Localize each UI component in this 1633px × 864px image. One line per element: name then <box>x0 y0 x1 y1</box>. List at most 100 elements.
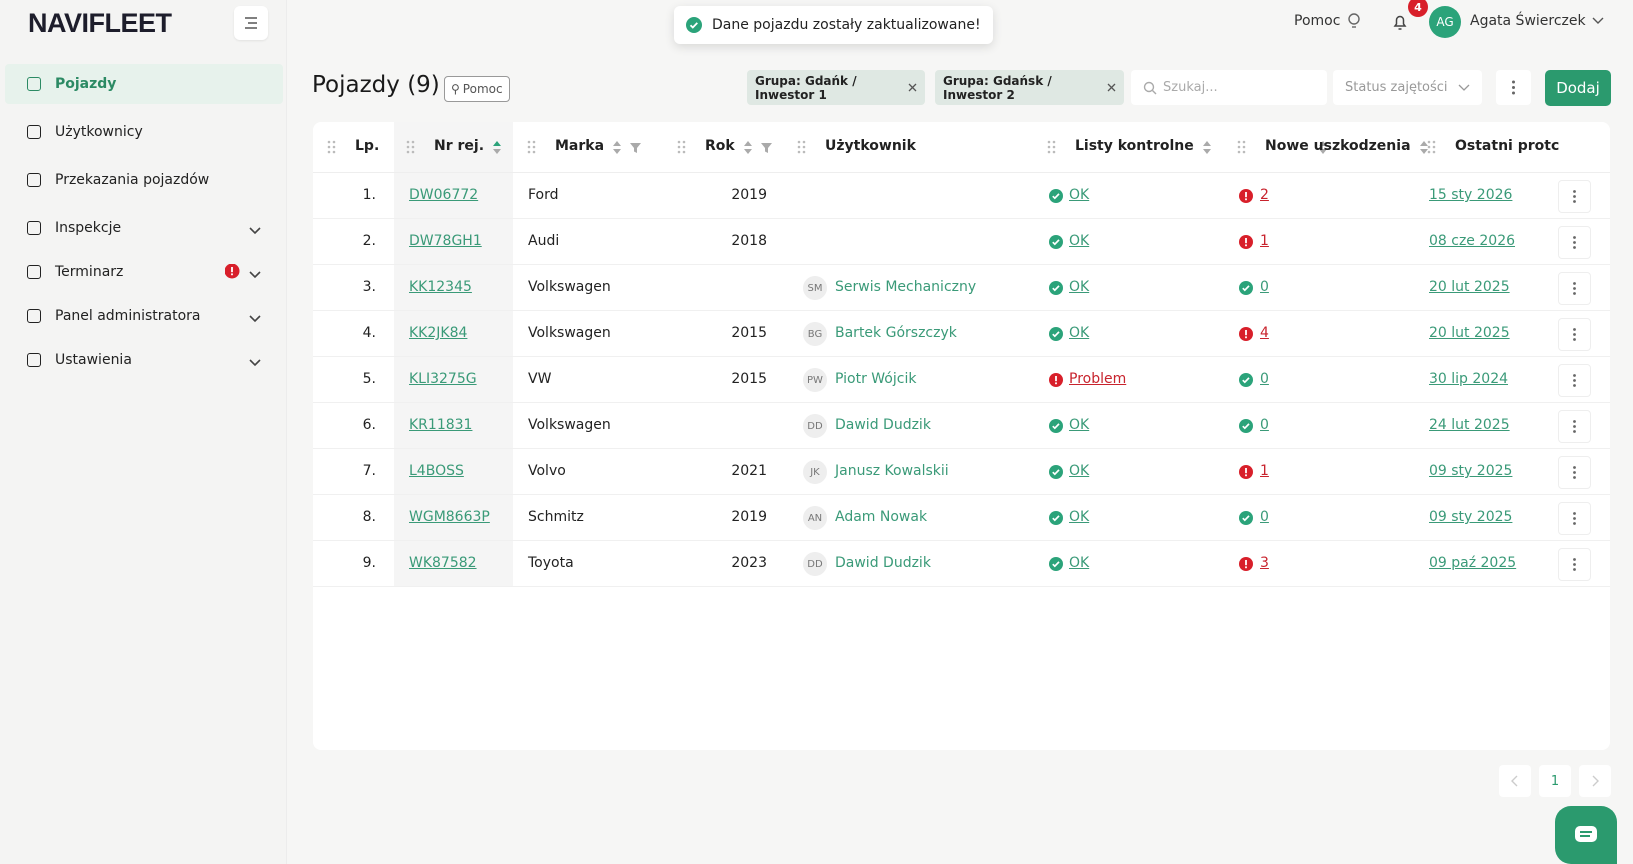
add-button[interactable]: Dodaj <box>1545 70 1611 106</box>
last-protocol-link[interactable]: 09 sty 2025 <box>1429 509 1513 525</box>
search-input[interactable]: Szukaj... <box>1131 70 1327 105</box>
last-protocol-link[interactable]: 20 lut 2025 <box>1429 279 1510 295</box>
checklist-link[interactable]: OK <box>1069 417 1090 433</box>
checklist-link[interactable]: OK <box>1069 325 1090 341</box>
checklist-link[interactable]: OK <box>1069 509 1090 525</box>
damages-link[interactable]: 3 <box>1260 555 1269 571</box>
damages-link[interactable]: 4 <box>1260 325 1269 341</box>
damages-link[interactable]: 2 <box>1260 187 1269 203</box>
sort-icon <box>743 140 753 159</box>
nav-item[interactable]: Terminarz <box>5 252 283 292</box>
row-menu-button[interactable] <box>1558 548 1591 581</box>
nav-item[interactable]: Użytkownicy <box>5 112 283 152</box>
user-link[interactable]: Bartek Górszczyk <box>835 325 957 341</box>
status-select[interactable]: Status zajętości <box>1333 70 1482 105</box>
registration-link[interactable]: KLI3275G <box>409 371 477 387</box>
last-protocol-link[interactable]: 15 sty 2026 <box>1429 187 1513 203</box>
row-divider <box>313 264 1610 265</box>
row-menu-button[interactable] <box>1558 502 1591 535</box>
nav-label: Przekazania pojazdów <box>55 172 210 188</box>
damages-link[interactable]: 0 <box>1260 509 1269 525</box>
damages-link[interactable]: 1 <box>1260 233 1269 249</box>
registration-link[interactable]: WK87582 <box>409 555 477 571</box>
user-link[interactable]: Dawid Dudzik <box>835 555 931 571</box>
registration-link[interactable]: WGM8663P <box>409 509 490 525</box>
nav-item[interactable]: Panel administratora <box>5 296 283 336</box>
damages-link[interactable]: 0 <box>1260 279 1269 295</box>
last-protocol-link[interactable]: 09 sty 2025 <box>1429 463 1513 479</box>
nav-item[interactable]: Przekazania pojazdów <box>5 160 283 200</box>
damages-link[interactable]: 0 <box>1260 417 1269 433</box>
registration-link[interactable]: L4BOSS <box>409 463 464 479</box>
checklist-link[interactable]: OK <box>1069 233 1090 249</box>
user-avatar[interactable]: AG <box>1429 6 1461 38</box>
last-protocol-link[interactable]: 24 lut 2025 <box>1429 417 1510 433</box>
nav-item[interactable]: Inspekcje <box>5 208 283 248</box>
column-header[interactable]: Rok <box>705 138 735 154</box>
row-divider <box>313 494 1610 495</box>
chat-button[interactable] <box>1555 806 1617 864</box>
collapse-menu-button[interactable] <box>234 6 268 40</box>
row-menu-button[interactable] <box>1558 180 1591 213</box>
checklist-link[interactable]: Problem <box>1069 371 1127 387</box>
user-link[interactable]: Dawid Dudzik <box>835 417 931 433</box>
last-protocol-link[interactable]: 30 lip 2024 <box>1429 371 1509 387</box>
user-avatar: JK <box>803 460 827 484</box>
registration-link[interactable]: KR11831 <box>409 417 473 433</box>
column-header[interactable]: Użytkownik <box>825 138 916 154</box>
row-menu-button[interactable] <box>1558 456 1591 489</box>
help-link[interactable]: Pomoc <box>1294 13 1341 29</box>
sorted-column-bg <box>394 122 513 586</box>
damages-link[interactable]: 1 <box>1260 463 1269 479</box>
user-chevron[interactable] <box>1592 17 1604 25</box>
filter-chip-remove[interactable] <box>908 81 917 95</box>
user-link[interactable]: Adam Nowak <box>835 509 928 525</box>
damages-status-icon <box>1239 373 1253 391</box>
registration-link[interactable]: KK12345 <box>409 279 472 295</box>
checklist-link[interactable]: OK <box>1069 279 1090 295</box>
checklist-link[interactable]: OK <box>1069 463 1090 479</box>
checklist-link[interactable]: OK <box>1069 187 1090 203</box>
registration-link[interactable]: DW78GH1 <box>409 233 482 249</box>
nav-item[interactable]: Pojazdy <box>5 64 283 104</box>
column-header[interactable]: Marka <box>555 138 605 154</box>
checklist-status-icon <box>1049 557 1063 575</box>
checklist-status-icon <box>1049 511 1063 529</box>
row-menu-button[interactable] <box>1558 272 1591 305</box>
column-header[interactable]: Listy kontrolne <box>1075 138 1194 154</box>
page-help-button[interactable]: ⚲ Pomoc <box>444 76 510 102</box>
drag-handle <box>1237 140 1246 158</box>
user-link[interactable]: Janusz Kowalskii <box>835 463 949 479</box>
column-header[interactable]: Nr rej. <box>434 138 485 154</box>
filter-chip-remove[interactable] <box>1107 81 1116 95</box>
row-menu-button[interactable] <box>1558 410 1591 443</box>
last-protocol-link[interactable]: 08 cze 2026 <box>1429 233 1516 249</box>
user-name[interactable]: Agata Świerczek <box>1470 13 1586 29</box>
notifications-badge: 4 <box>1408 0 1428 17</box>
last-protocol-link[interactable]: 20 lut 2025 <box>1429 325 1510 341</box>
notifications-bell[interactable] <box>1392 13 1408 31</box>
row-menu-button[interactable] <box>1558 364 1591 397</box>
checklist-link[interactable]: OK <box>1069 555 1090 571</box>
current-page[interactable]: 1 <box>1539 765 1571 797</box>
row-menu-button[interactable] <box>1558 226 1591 259</box>
damages-link[interactable]: 0 <box>1260 371 1269 387</box>
registration-link[interactable]: KK2JK84 <box>409 325 468 341</box>
user-link[interactable]: Serwis Mechaniczny <box>835 279 977 295</box>
column-header[interactable]: Nowe uszkodzenia <box>1265 138 1411 154</box>
nav-label: Użytkownicy <box>55 124 143 140</box>
brand-logo[interactable]: NAVIFLEET <box>28 8 172 38</box>
more-button[interactable] <box>1496 70 1531 105</box>
filter-chip[interactable]: Grupa: Gdańsk / Inwestor 2 <box>935 70 1124 105</box>
user-link[interactable]: Piotr Wójcik <box>835 371 917 387</box>
row-number: 4. <box>362 325 376 341</box>
nav-item[interactable]: Ustawienia <box>5 340 283 380</box>
filter-chip[interactable]: Grupa: Gdańk / Inwestor 1 <box>747 70 925 105</box>
header-divider <box>313 172 1610 173</box>
next-page[interactable] <box>1579 765 1611 797</box>
last-protocol-link[interactable]: 09 paź 2025 <box>1429 555 1517 571</box>
prev-page[interactable] <box>1499 765 1531 797</box>
row-menu-button[interactable] <box>1558 318 1591 351</box>
nav-chevron <box>249 355 261 371</box>
registration-link[interactable]: DW06772 <box>409 187 479 203</box>
